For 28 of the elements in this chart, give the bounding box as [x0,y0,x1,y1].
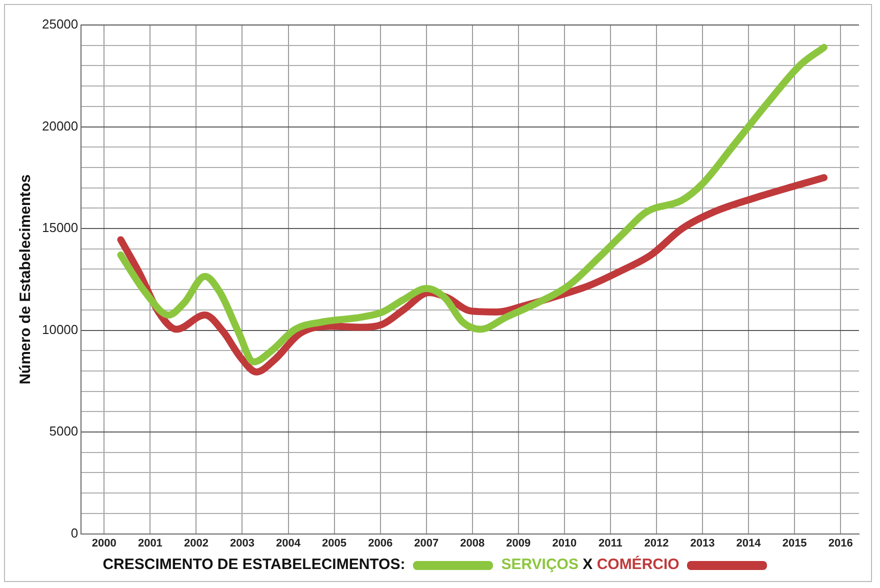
x-tick-label: 2005 [322,537,347,550]
x-tick-label: 2000 [92,537,116,550]
x-tick-label: 2001 [138,537,162,550]
x-tick-label: 2010 [552,537,577,550]
y-tick-label: 15000 [42,220,78,236]
y-tick-label: 20000 [42,118,78,134]
y-tick-label: 25000 [42,16,78,32]
x-tick-label: 2014 [736,537,762,550]
x-tick-label: 2002 [184,537,208,550]
x-tick-label: 2006 [368,537,393,550]
x-tick-label: 2003 [230,537,254,550]
text: COMÉRCIO [596,556,680,573]
x-tick-label: 2015 [782,537,807,550]
y-axis-title: Número de Estabelecimentos [17,174,34,384]
text: SERVIÇOS [501,556,578,573]
y-tick-label: 10000 [42,322,78,337]
x-tick-label: 2008 [460,537,485,550]
x-tick-label: 2012 [644,537,669,550]
y-tick-label: 5000 [49,424,78,439]
text: X [582,556,594,573]
y-tick-label: 0 [70,525,78,540]
legend-title: CRESCIMENTO DE ESTABELECIMENTOS: [102,556,406,573]
x-tick-label: 2016 [828,537,853,550]
x-tick-label: 2013 [690,537,715,550]
x-tick-label: 2007 [414,537,439,550]
x-tick-label: 2009 [506,537,531,550]
x-tick-label: 2004 [276,537,302,550]
x-tick-label: 2011 [598,537,622,550]
